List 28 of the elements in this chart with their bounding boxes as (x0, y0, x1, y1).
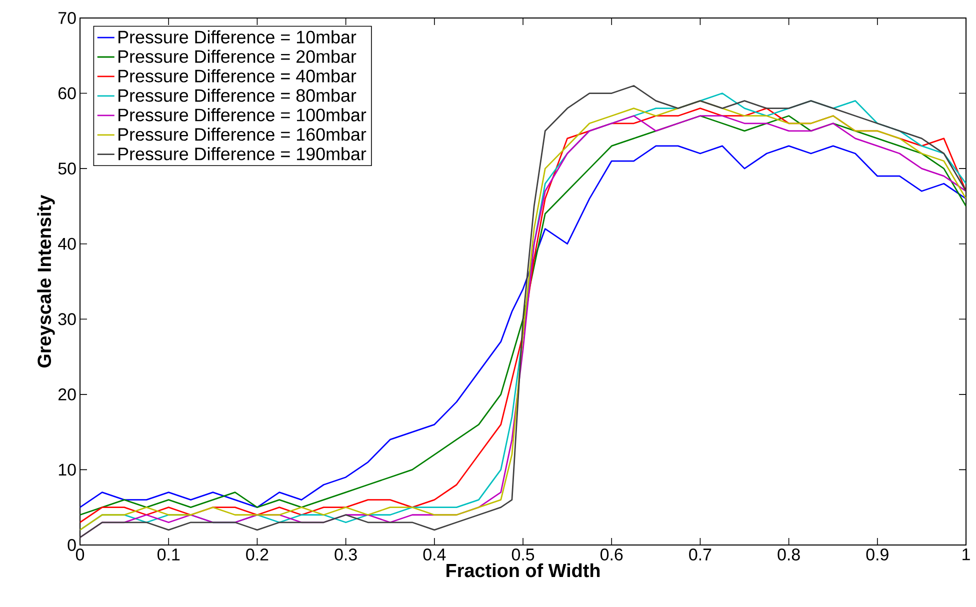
x-tick-label: 0.5 (512, 548, 534, 560)
x-tick-label: 0.8 (778, 548, 800, 560)
x-tick-label: 0 (76, 548, 84, 560)
x-tick-label: 1 (962, 548, 970, 560)
legend-label: Pressure Difference = 160mbar (118, 128, 366, 141)
y-axis-title: Greyscale Intensity (37, 194, 55, 368)
legend-label: Pressure Difference = 10mbar (118, 30, 356, 44)
legend-label: Pressure Difference = 80mbar (118, 88, 356, 102)
x-tick-label: 0.2 (246, 548, 268, 560)
x-tick-label: 0.4 (423, 548, 446, 560)
y-tick-label: 0 (68, 538, 76, 551)
y-tick-label: 20 (58, 388, 76, 400)
y-tick-label: 70 (58, 12, 76, 24)
x-tick-label: 0.7 (689, 548, 712, 560)
legend-label: Pressure Difference = 40mbar (118, 69, 356, 82)
x-axis-title: Fraction of Width (446, 563, 600, 578)
y-tick-label: 40 (58, 238, 76, 250)
x-tick-label: 0.6 (600, 548, 623, 560)
y-tick-label: 50 (58, 162, 76, 175)
y-tick-label: 30 (58, 313, 76, 326)
x-tick-label: 0.9 (866, 548, 888, 560)
legend-label: Pressure Difference = 20mbar (118, 50, 356, 63)
y-tick-label: 10 (58, 464, 76, 476)
legend-label: Pressure Difference = 190mbar (118, 147, 366, 160)
x-tick-label: 0.3 (334, 548, 357, 560)
legend-label: Pressure Difference = 100mbar (118, 108, 366, 122)
y-tick-label: 60 (58, 87, 76, 100)
x-tick-label: 0.1 (157, 548, 180, 560)
